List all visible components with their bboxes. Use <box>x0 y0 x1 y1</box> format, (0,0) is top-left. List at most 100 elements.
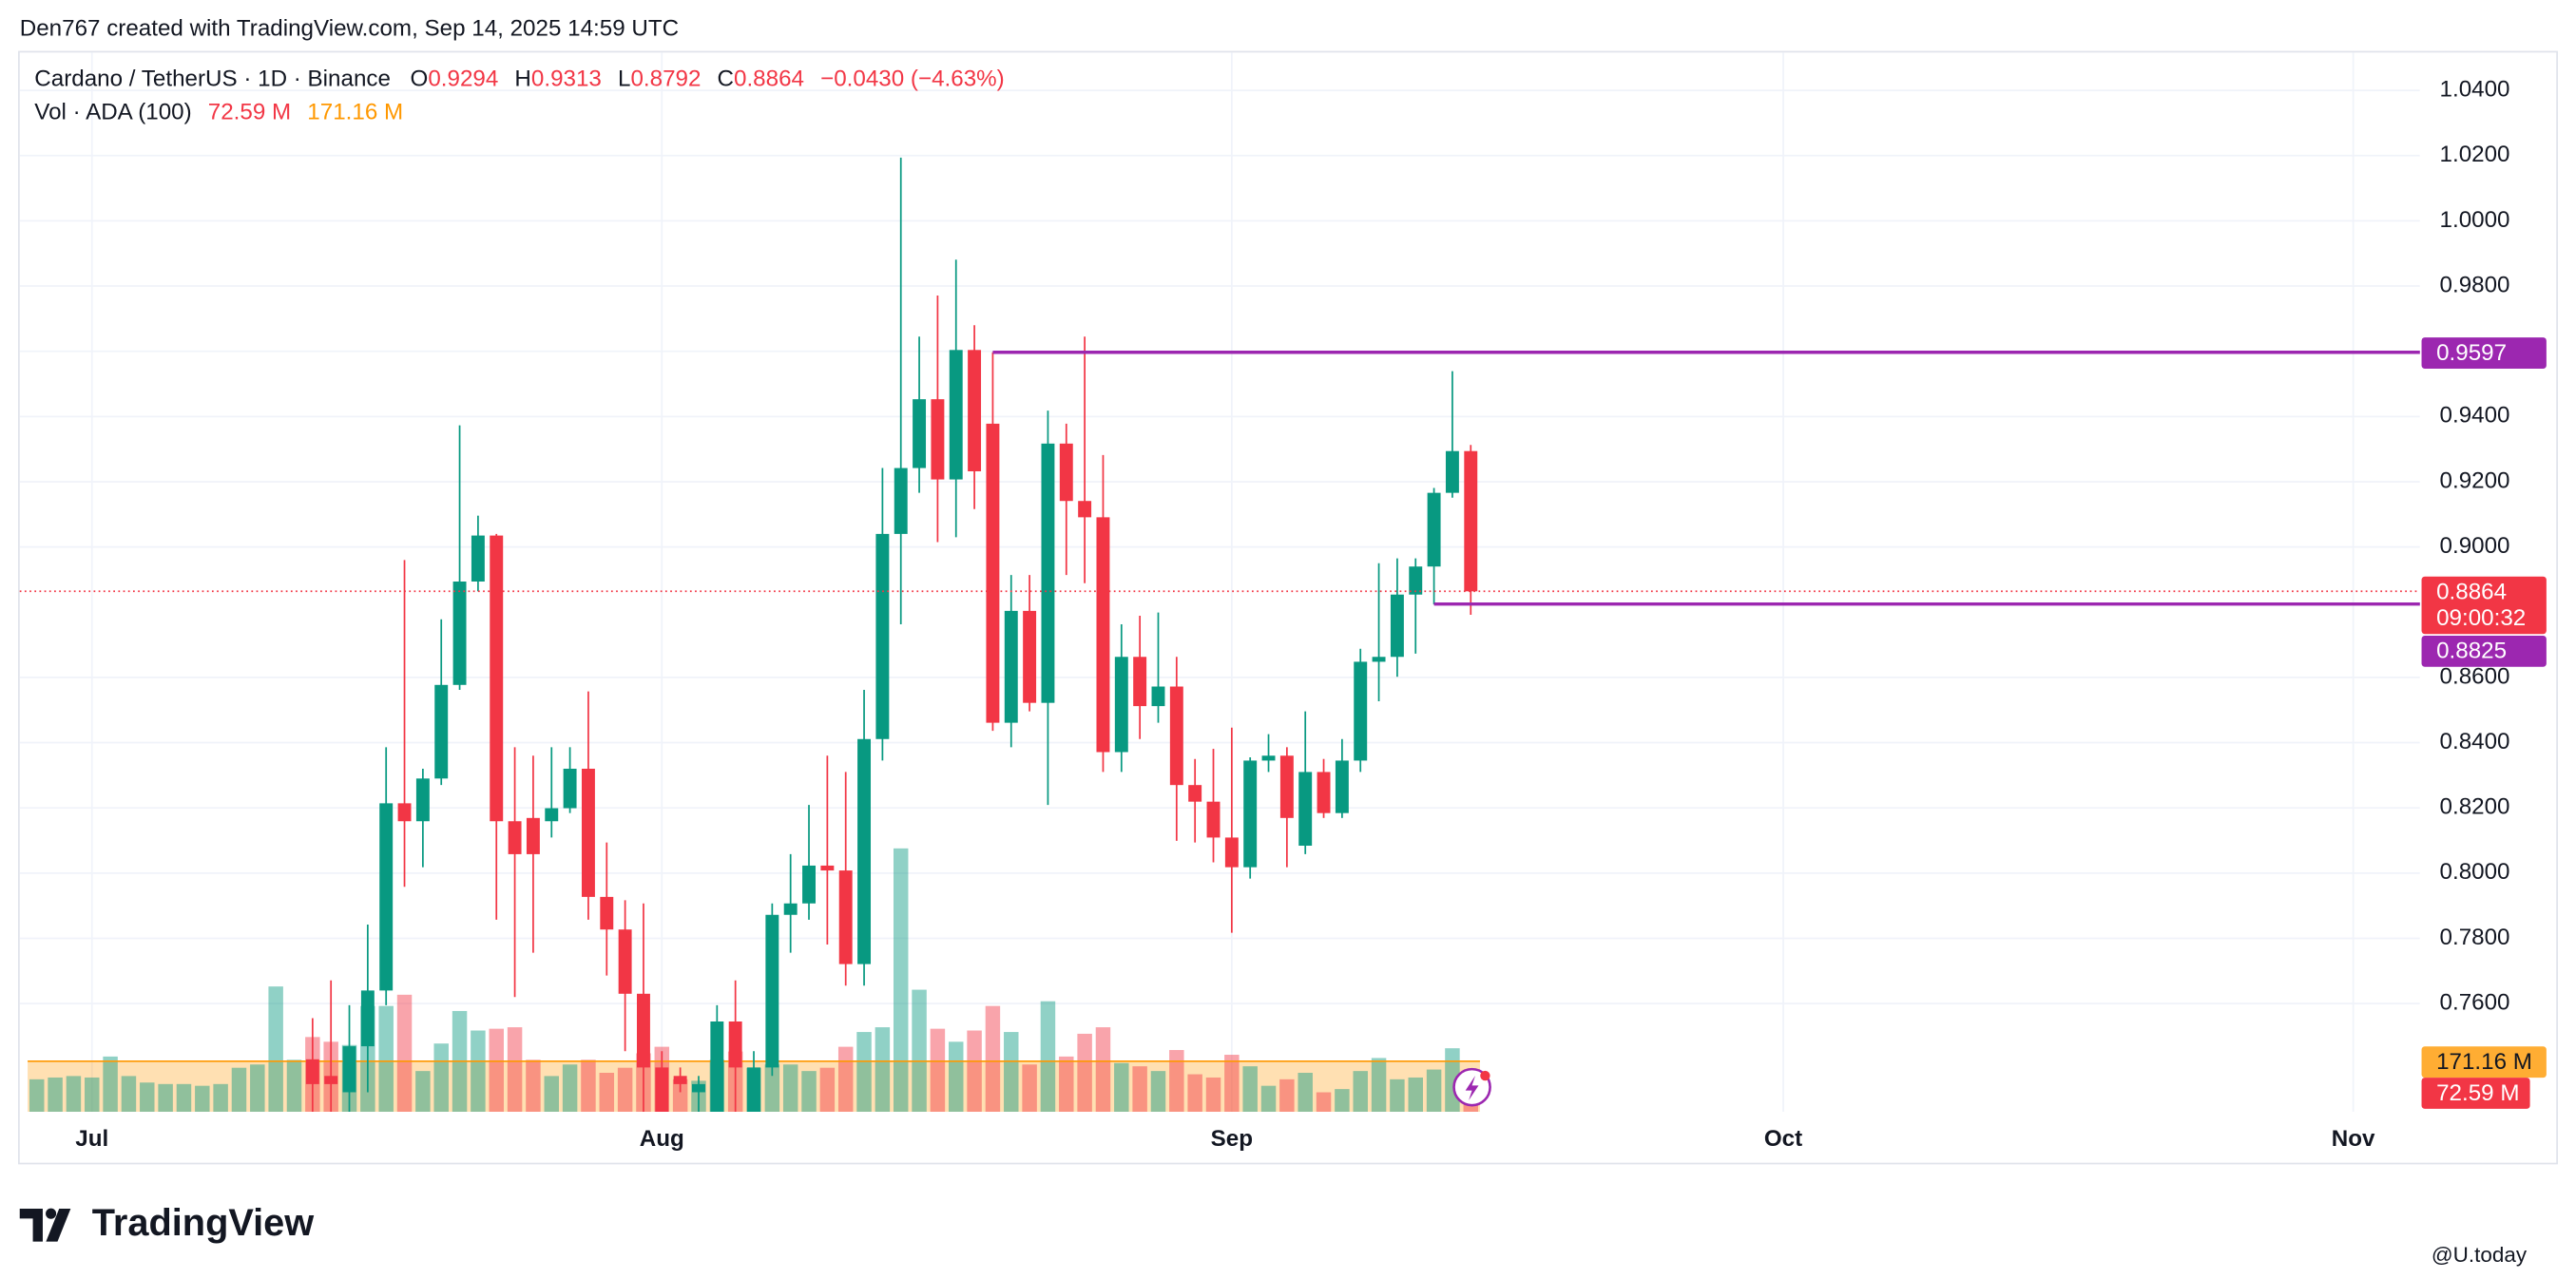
x-tick-label: Aug <box>640 1126 684 1152</box>
candle-body <box>875 533 890 739</box>
candle-body <box>1464 450 1478 592</box>
legend-label: L <box>618 67 630 92</box>
volume-bar <box>1114 1062 1129 1113</box>
volume-bar <box>782 1064 798 1113</box>
volume-bar <box>176 1083 192 1113</box>
last-volume-label: 72.59 M <box>2436 1080 2519 1106</box>
volume-bar <box>1408 1077 1423 1113</box>
candle-body <box>820 865 835 871</box>
candle-body <box>305 1059 319 1084</box>
volume-bar <box>1279 1079 1295 1113</box>
volume-bar <box>1316 1092 1332 1113</box>
volume-bar <box>1335 1089 1350 1113</box>
y-tick-label: 1.0400 <box>2440 77 2510 103</box>
last-volume-box <box>2421 1078 2530 1109</box>
volume-bar <box>856 1032 872 1113</box>
y-tick-label: 1.0000 <box>2440 207 2510 233</box>
volume-bar <box>213 1083 228 1113</box>
lightning-icon <box>1452 1067 1491 1107</box>
price-line-box <box>2421 635 2547 667</box>
volume-bar <box>1353 1071 1368 1113</box>
volume-title: Vol · ADA (100) <box>34 100 191 125</box>
candle-body <box>655 1067 669 1113</box>
candle-body <box>397 803 412 822</box>
legend-label: H <box>514 67 530 92</box>
candle-body <box>1169 686 1183 786</box>
x-tick-label: Oct <box>1764 1126 1802 1152</box>
volume-ma-value: 171.16 M <box>307 100 403 125</box>
volume-bar <box>1077 1033 1092 1113</box>
candle-body <box>1243 760 1258 868</box>
volume-bar <box>489 1028 504 1113</box>
volume-bar <box>1022 1064 1037 1113</box>
y-tick-label: 0.8600 <box>2440 663 2510 689</box>
volume-bar <box>581 1059 596 1113</box>
volume-legend: Vol · ADA (100) 72.59 M 171.16 M <box>34 100 403 125</box>
candle-body <box>1354 661 1368 761</box>
candle-body <box>949 350 963 480</box>
symbol-legend: Cardano / TetherUS · 1D · Binance O0.929… <box>34 67 1004 92</box>
candle-body <box>1004 610 1018 723</box>
volume-bar <box>415 1071 431 1113</box>
candle-body <box>1059 443 1073 502</box>
legend-value: 0.8792 <box>630 67 701 92</box>
chart-frame <box>18 50 2558 1165</box>
candle-body <box>1298 772 1313 846</box>
volume-bar <box>1040 1001 1056 1113</box>
volume-bar <box>396 994 413 1113</box>
candle-body <box>894 468 908 534</box>
volume-bar <box>471 1030 486 1113</box>
volume-bar <box>103 1056 118 1113</box>
volume-bar <box>599 1072 615 1113</box>
volume-bar <box>1242 1066 1258 1113</box>
volume-bar <box>1169 1050 1184 1113</box>
volume-bar <box>893 848 909 1113</box>
legend-change: −0.0430 (−4.63%) <box>820 67 1005 92</box>
candle-body <box>637 993 650 1068</box>
volume-bar <box>1224 1055 1240 1113</box>
volume-bar <box>121 1076 137 1113</box>
volume-bar <box>801 1071 817 1113</box>
candle-body <box>490 535 504 822</box>
volume-bar <box>250 1064 265 1113</box>
volume-bar <box>1205 1077 1221 1113</box>
candle-body <box>415 778 430 822</box>
volume-value: 72.59 M <box>208 100 291 125</box>
volume-bar <box>1371 1058 1387 1113</box>
volume-bar <box>507 1027 523 1113</box>
volume-bar <box>1150 1071 1166 1113</box>
countdown-label: 09:00:32 <box>2436 605 2526 631</box>
candle-body <box>1427 492 1441 567</box>
last-price-box <box>2421 576 2547 635</box>
candle-body <box>379 803 394 991</box>
candle-body <box>1372 657 1386 662</box>
volume-bar <box>1004 1032 1019 1113</box>
candle-body <box>710 1021 724 1113</box>
candle-body <box>913 399 927 468</box>
volume-bar <box>764 1064 780 1113</box>
candle-body <box>1279 755 1294 818</box>
candle-body <box>838 870 853 964</box>
volume-bar <box>617 1067 633 1113</box>
y-tick-label: 0.9000 <box>2440 533 2510 559</box>
volume-ma-box <box>2421 1046 2547 1079</box>
volume-bar <box>562 1064 578 1113</box>
volume-bar <box>1095 1027 1111 1113</box>
candle-body <box>434 684 449 779</box>
volume-bar <box>1059 1056 1074 1113</box>
volume-bar <box>268 986 283 1113</box>
x-tick-label: Nov <box>2332 1126 2375 1152</box>
volume-bar <box>195 1085 210 1113</box>
candle-body <box>968 350 982 471</box>
volume-ma-label: 171.16 M <box>2436 1049 2532 1075</box>
legend-value: 0.8864 <box>734 67 804 92</box>
volume-bar <box>930 1028 946 1113</box>
candle-body <box>1188 785 1202 802</box>
candle-body <box>1390 594 1404 658</box>
price-line-box <box>2421 337 2547 370</box>
volume-bar <box>1298 1072 1313 1113</box>
